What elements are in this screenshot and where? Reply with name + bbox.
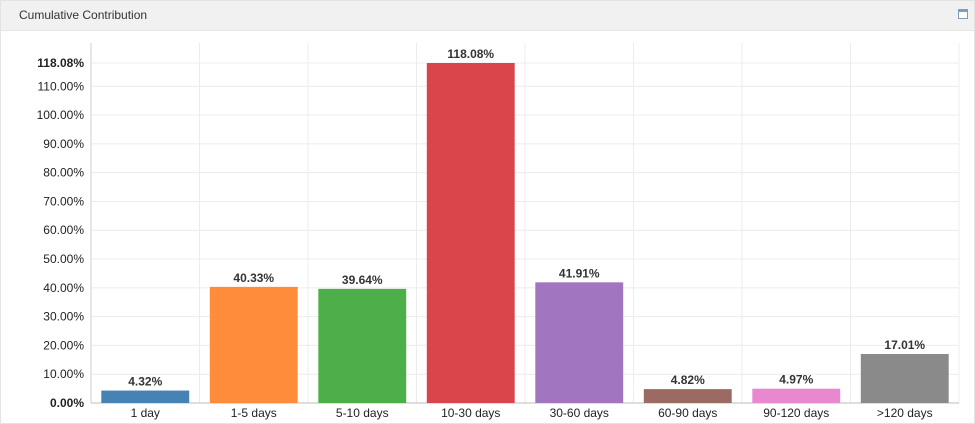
y-tick-label: 80.00% [43, 166, 84, 180]
bar-5 [643, 389, 732, 403]
x-tick-label: >120 days [877, 406, 933, 420]
x-tick-label: 1 day [131, 406, 160, 420]
y-tick-label: 20.00% [43, 338, 84, 352]
y-tick-label: 118.08% [37, 56, 84, 70]
bar-7 [860, 354, 949, 403]
data-label: 39.64% [342, 273, 383, 287]
x-tick-label: 5-10 days [336, 406, 389, 420]
panel-title: Cumulative Contribution [19, 8, 148, 22]
maximize-window-icon[interactable] [958, 9, 968, 19]
y-tick-label: 90.00% [43, 137, 84, 151]
y-tick-label: 40.00% [43, 281, 84, 295]
y-tick-label: 70.00% [43, 194, 84, 208]
data-label: 41.91% [559, 266, 600, 280]
x-tick-label: 90-120 days [763, 406, 829, 420]
bar-4 [535, 282, 624, 403]
x-tick-label: 1-5 days [231, 406, 277, 420]
panel-header: Cumulative Contribution [1, 1, 974, 31]
bar-0 [101, 390, 190, 403]
data-label: 4.32% [128, 375, 162, 389]
y-tick-label: 0.00% [50, 396, 84, 410]
data-label: 17.01% [884, 338, 925, 352]
data-label: 4.97% [779, 373, 813, 387]
bar-3 [426, 63, 515, 403]
x-tick-label: 30-60 days [550, 406, 609, 420]
data-label: 118.08% [447, 47, 494, 61]
y-tick-label: 100.00% [37, 108, 85, 122]
y-tick-label: 60.00% [43, 223, 84, 237]
y-tick-label: 30.00% [43, 310, 84, 324]
data-label: 4.82% [671, 373, 705, 387]
x-tick-label: 60-90 days [658, 406, 717, 420]
data-label: 40.33% [233, 271, 274, 285]
y-tick-label: 110.00% [38, 79, 85, 93]
bar-6 [752, 388, 841, 403]
bar-1 [209, 286, 298, 403]
y-tick-label: 10.00% [43, 367, 84, 381]
bar-2 [318, 288, 407, 403]
y-tick-label: 50.00% [43, 252, 84, 266]
x-tick-label: 10-30 days [441, 406, 500, 420]
